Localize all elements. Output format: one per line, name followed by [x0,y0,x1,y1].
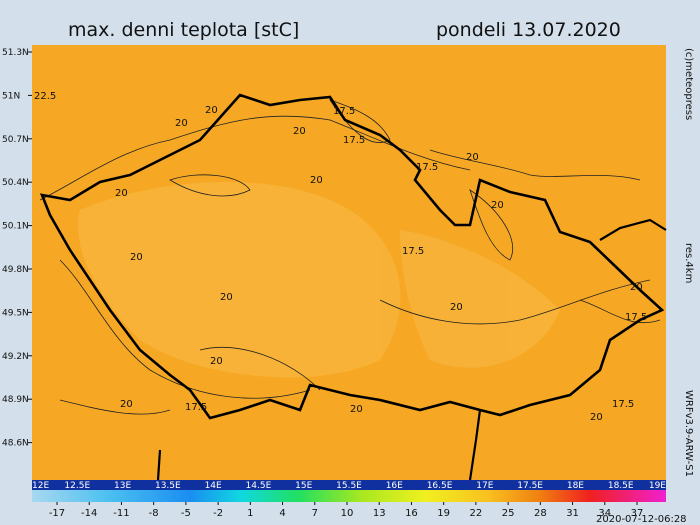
lon-label: 17E [476,481,493,491]
lon-label: 14.5E [246,481,272,491]
run-time: 2020-07-12-06:28 [596,514,687,525]
contour-label: 20 [220,292,233,303]
lon-label: 12E [32,481,49,491]
lon-axis-band [32,480,666,490]
copyright: (c)meteopress [683,48,694,120]
colorbar-label: 34 [598,508,611,519]
contour-lines [39,99,661,415]
colorbar-label: 37 [631,508,644,519]
colorbar-label: 22 [470,508,483,519]
lon-label: 18.5E [608,481,634,491]
colorbar-label: 13 [373,508,386,519]
contour-label: 20 [450,302,463,313]
contour-label: 20 [175,118,188,129]
colorbar-label: 7 [312,508,318,519]
lat-label: 50.1N [2,222,29,232]
lat-label: 48.6N [2,439,29,449]
colorbar-label: -8 [149,508,159,519]
contour-label: 17.5 [185,402,207,413]
contour-label: 20 [466,152,479,163]
lat-label: 49.5N [2,308,29,318]
contour-label: 20 [491,200,504,211]
contour-label: 17.5 [416,162,438,173]
contour-label: 20 [130,252,143,263]
contour-label: 17.5 [402,246,424,257]
contour-label: 20 [120,399,133,410]
lon-label: 13E [114,481,131,491]
colorbar-label: -2 [213,508,223,519]
lat-label: 48.9N [2,395,29,405]
colorbar-label: -14 [81,508,97,519]
colorbar-label: 25 [502,508,515,519]
lon-label: 12.5E [64,481,90,491]
warm-patches [78,181,560,378]
contour-label: 20 [630,282,643,293]
contour-label: 20 [205,105,218,116]
colorbar-label: 4 [279,508,285,519]
lon-label: 14E [205,481,222,491]
map-title: max. denni teplota [stC] [68,19,299,41]
contour-label: 17.5 [333,106,355,117]
contour-label: 20 [590,412,603,423]
colorbar-label: -11 [113,508,129,519]
lon-label: 18E [567,481,584,491]
secondary-border [156,218,667,481]
lon-label: 13.5E [155,481,181,491]
contour-label: 17.5 [625,312,647,323]
lat-label: 50.4N [2,178,29,188]
country-border [39,93,665,420]
lat-label: 49.2N [2,352,29,362]
lon-label: 16E [386,481,403,491]
colorbar-label: -5 [181,508,191,519]
map-date: pondeli 13.07.2020 [436,19,621,41]
lon-label: 15E [295,481,312,491]
lon-label: 19E [649,481,666,491]
lon-label: 15.5E [336,481,362,491]
contour-label: 20 [310,175,323,186]
contour-label: 22.5 [34,91,56,102]
lat-label: 50.7N [2,135,29,145]
contour-label: 17.5 [343,135,365,146]
colorbar-label: 31 [566,508,579,519]
contour-label: 20 [350,404,363,415]
lat-label: 51N [2,91,20,101]
model-label: WRFv3.9-ARW-S1 [683,390,694,477]
colorbar-label: 10 [341,508,354,519]
resolution: res.4km [683,243,694,283]
lon-label: 17.5E [517,481,543,491]
colorbar-label: 16 [405,508,418,519]
lat-label: 49.8N [2,265,29,275]
colorbar [32,490,666,502]
colorbar-label: -17 [49,508,65,519]
colorbar-label: 1 [247,508,253,519]
colorbar-label: 28 [534,508,547,519]
lon-label: 16.5E [427,481,453,491]
contour-label: 20 [293,126,306,137]
contour-label: 17.5 [612,399,634,410]
lat-label: 51.3N [2,48,29,58]
contour-label: 20 [115,188,128,199]
contour-label: 20 [210,356,223,367]
colorbar-label: 19 [437,508,450,519]
